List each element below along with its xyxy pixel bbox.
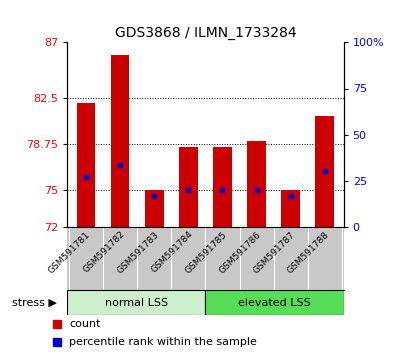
Text: count: count	[69, 319, 100, 329]
Bar	[179, 147, 198, 227]
Text: normal LSS: normal LSS	[105, 298, 168, 308]
Bar	[247, 141, 266, 227]
Text: GSM591782: GSM591782	[81, 230, 126, 275]
Bar	[281, 190, 300, 227]
Bar	[213, 147, 232, 227]
Text: GSM591781: GSM591781	[47, 230, 92, 275]
FancyBboxPatch shape	[205, 290, 344, 315]
Bar	[145, 190, 164, 227]
Bar	[111, 55, 130, 227]
Text: stress ▶: stress ▶	[12, 298, 57, 308]
Text: GSM591783: GSM591783	[115, 230, 160, 275]
Text: GSM591786: GSM591786	[218, 230, 263, 275]
Text: percentile rank within the sample: percentile rank within the sample	[69, 337, 257, 347]
Text: GSM591788: GSM591788	[286, 230, 331, 275]
Bar	[316, 116, 334, 227]
Text: GSM591785: GSM591785	[184, 230, 229, 275]
Bar	[77, 103, 95, 227]
Text: GSM591787: GSM591787	[252, 230, 297, 275]
Text: elevated LSS: elevated LSS	[238, 298, 311, 308]
Text: GSM591784: GSM591784	[150, 230, 195, 275]
Title: GDS3868 / ILMN_1733284: GDS3868 / ILMN_1733284	[115, 26, 296, 40]
FancyBboxPatch shape	[67, 290, 205, 315]
